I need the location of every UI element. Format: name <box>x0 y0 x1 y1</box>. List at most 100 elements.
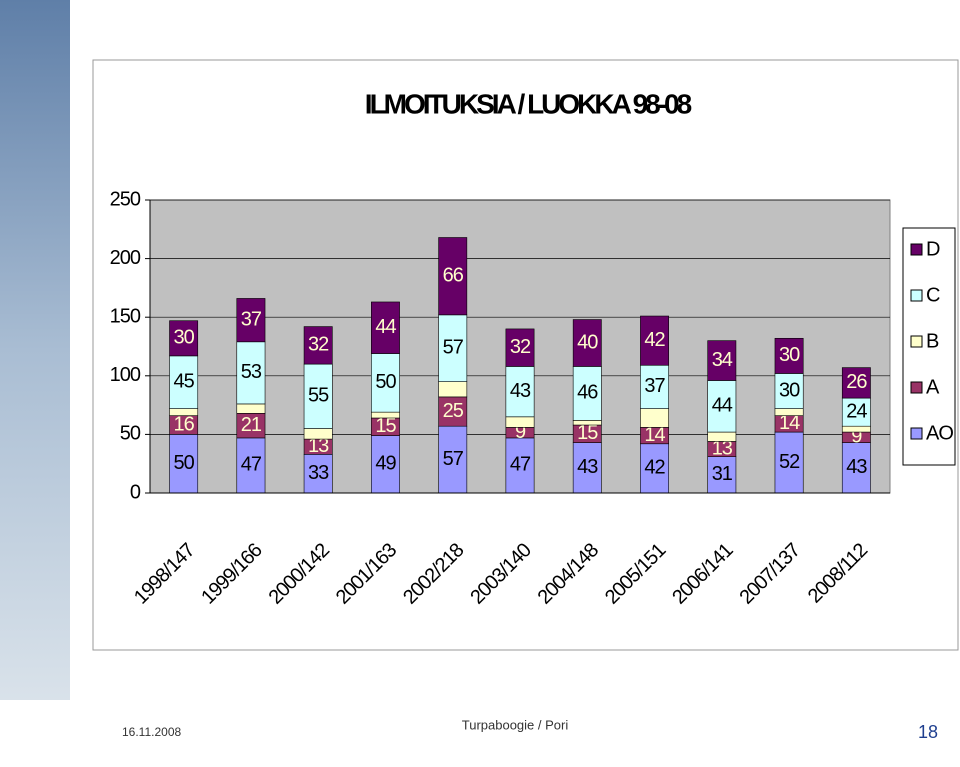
bar-segment <box>774 373 804 409</box>
bar-segment <box>371 353 400 413</box>
data-label: 57 <box>443 337 464 359</box>
data-label: 25 <box>443 400 464 422</box>
footer-date: 16.11.2008 <box>122 725 181 739</box>
data-label: 32 <box>308 334 329 356</box>
data-label: 21 <box>241 414 262 436</box>
y-tick-label: 0 <box>130 481 141 503</box>
bar-segment <box>236 413 266 439</box>
y-tick-label: 150 <box>110 305 141 327</box>
data-label: 57 <box>443 448 464 470</box>
data-label: 50 <box>375 371 396 393</box>
data-label: 47 <box>510 454 531 476</box>
data-label: 26 <box>846 371 867 393</box>
bar-segment <box>505 366 535 418</box>
data-label: 52 <box>779 451 800 473</box>
legend-label: AO <box>926 422 953 444</box>
legend-swatch <box>910 335 923 348</box>
legend-swatch <box>910 427 923 440</box>
data-label: 37 <box>644 375 665 397</box>
data-label: 15 <box>375 415 396 437</box>
data-label: 30 <box>174 327 195 349</box>
bar-segment <box>841 442 871 494</box>
page-number: 18 <box>918 722 938 742</box>
data-label: 14 <box>644 424 665 446</box>
bar-segment <box>236 403 266 414</box>
bar-segment <box>303 428 333 440</box>
data-label: 43 <box>846 456 867 478</box>
legend-label: A <box>926 376 940 398</box>
bar-segment <box>236 341 266 405</box>
bar-segment <box>640 408 669 428</box>
data-label: 66 <box>443 264 464 286</box>
data-label: 24 <box>846 400 867 422</box>
bar-segment <box>640 364 669 409</box>
bar-segment <box>505 328 535 367</box>
bar-segment <box>236 437 266 494</box>
bar-segment <box>303 363 333 429</box>
data-label: 47 <box>241 454 262 476</box>
bar-segment <box>841 425 871 433</box>
bar-segment <box>505 437 535 494</box>
footer-center: Turpaboogie / Pori <box>462 717 569 732</box>
data-label: 14 <box>779 412 800 434</box>
legend-label: C <box>926 284 940 306</box>
data-label: 34 <box>712 349 733 371</box>
data-label: 32 <box>510 336 531 358</box>
bar-segment <box>640 443 669 494</box>
data-label: 30 <box>779 379 800 401</box>
bar-segment <box>505 416 535 428</box>
bar-segment <box>169 355 199 409</box>
bar-segment <box>572 442 602 494</box>
bar-segment <box>438 381 468 398</box>
legend-label: D <box>926 238 940 260</box>
bar-segment <box>438 396 468 427</box>
background-strip <box>0 0 70 700</box>
bar-segment <box>774 408 804 416</box>
chart-title: ILMOITUKSIA / LUOKKA 98-08 <box>365 88 692 119</box>
bar-segment <box>371 411 400 419</box>
y-tick-label: 50 <box>120 423 141 445</box>
bar-segment <box>169 408 199 416</box>
data-label: 43 <box>577 456 598 478</box>
legend-swatch <box>910 243 923 256</box>
y-tick-label: 100 <box>110 364 141 386</box>
data-label: 42 <box>644 457 665 479</box>
bar-segment <box>707 431 737 442</box>
data-label: 13 <box>712 437 733 459</box>
bar-segment <box>707 340 737 381</box>
data-label: 53 <box>241 361 262 383</box>
data-label: 45 <box>174 371 195 393</box>
bar-segment <box>572 420 602 426</box>
data-label: 44 <box>375 316 396 338</box>
data-label: 49 <box>375 453 396 475</box>
bar-segment <box>169 320 199 357</box>
data-label: 44 <box>712 395 733 417</box>
y-tick-label: 250 <box>110 188 141 210</box>
bar-segment <box>438 237 468 316</box>
data-label: 13 <box>308 435 329 457</box>
data-label: 15 <box>577 422 598 444</box>
bar-segment <box>371 301 400 354</box>
data-label: 55 <box>308 385 329 407</box>
data-label: 43 <box>510 380 531 402</box>
data-label: 30 <box>779 344 800 366</box>
data-label: 37 <box>241 308 262 330</box>
bar-segment <box>236 298 266 343</box>
bar-segment <box>707 456 737 494</box>
legend-swatch <box>910 381 923 394</box>
data-label: 42 <box>644 329 665 351</box>
data-label: 31 <box>712 463 733 485</box>
bar-segment <box>303 326 333 365</box>
legend-swatch <box>910 289 923 302</box>
data-label: 40 <box>577 331 598 353</box>
bar-segment <box>841 367 871 399</box>
data-label: 16 <box>174 413 195 435</box>
bar-segment <box>572 366 602 421</box>
bar-segment <box>640 315 669 366</box>
data-label: 33 <box>308 462 329 484</box>
data-label: 50 <box>174 452 195 474</box>
bar-segment <box>774 337 804 374</box>
y-tick-label: 200 <box>110 247 141 269</box>
data-label: 46 <box>577 382 598 404</box>
